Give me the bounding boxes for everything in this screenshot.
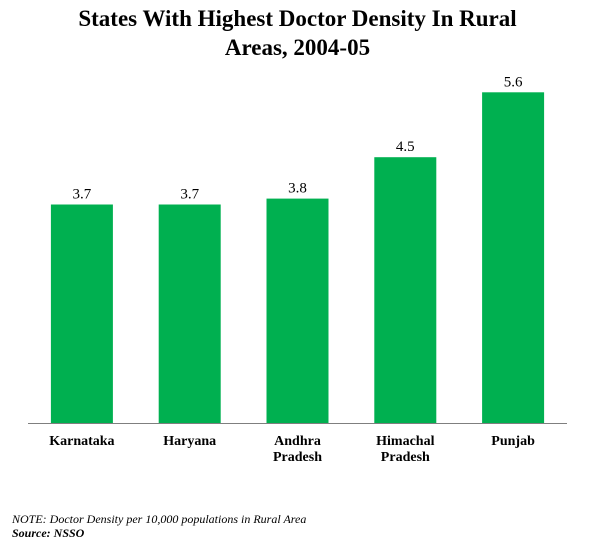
footnote: NOTE: Doctor Density per 10,000 populati…: [12, 512, 307, 526]
category-label-3: Himachal Pradesh: [376, 434, 434, 465]
bar-chart: 3.7 3.7 3.84.55.6 Karnataka Haryana Andhra Pr…: [28, 74, 567, 465]
category-label-3-line-1: Pradesh: [381, 450, 430, 465]
bar-4: [482, 92, 545, 424]
bars-group: [50, 92, 545, 424]
chart-footer: NOTE: Doctor Density per 10,000 populati…: [12, 512, 306, 540]
category-label-2: Andhra Pradesh: [273, 434, 322, 465]
value-label-3: 4.5: [396, 139, 415, 155]
chart-title-line-2: Areas, 2004-05: [224, 35, 371, 60]
value-labels-group: 3.7 3.7 3.8 4.5 5.6: [73, 74, 523, 202]
category-label-2-line-1: Pradesh: [273, 450, 322, 465]
value-label-0: 3.7: [73, 187, 92, 203]
category-label-1-line-0: Haryana: [163, 434, 216, 449]
category-label-4-line-0: Punjab: [491, 434, 535, 449]
value-label-2: 3.8: [288, 181, 307, 197]
chart-title: States With Highest Doctor Density In Ru…: [0, 4, 595, 62]
category-label-2-line-0: Andhra: [274, 434, 321, 449]
source-note: Source: NSSO: [12, 526, 85, 540]
bar-0: [50, 204, 113, 423]
value-label-4: 5.6: [504, 74, 523, 90]
bar-2: [266, 198, 329, 423]
category-label-3-line-0: Himachal: [376, 434, 434, 449]
category-label-4: Punjab: [491, 434, 535, 449]
category-label-1: Haryana: [163, 434, 216, 449]
bar-3: [374, 157, 437, 423]
chart-title-line-1: States With Highest Doctor Density In Ru…: [78, 6, 517, 31]
bar-1: [158, 204, 221, 423]
category-label-0-line-0: Karnataka: [49, 434, 114, 449]
value-label-1: 3.7: [180, 187, 199, 203]
category-label-0: Karnataka: [49, 434, 114, 449]
